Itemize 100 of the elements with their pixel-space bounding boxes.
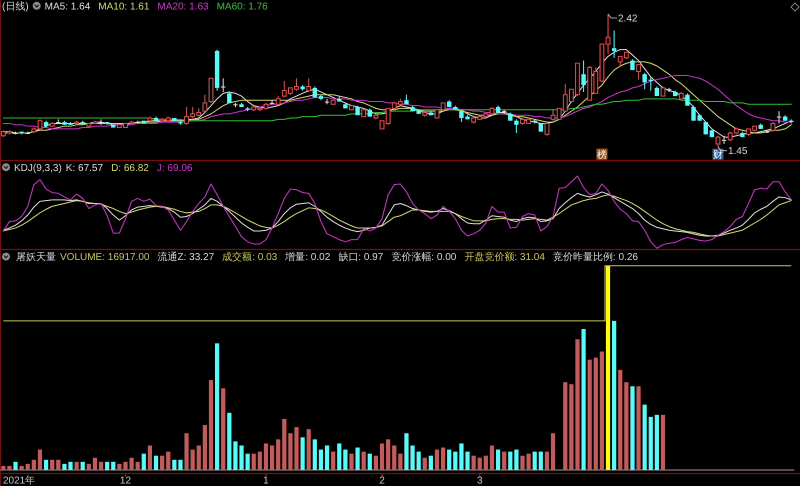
bar <box>166 452 170 470</box>
text: 缺口: 0.97 <box>338 251 384 264</box>
x-tick-label: 12 <box>120 476 132 486</box>
bar <box>386 439 390 470</box>
annotation: 2.42 <box>618 14 638 24</box>
bar <box>612 320 616 470</box>
bar <box>428 456 433 470</box>
bar <box>129 458 134 470</box>
bar <box>422 458 427 470</box>
bar <box>374 456 378 470</box>
text: 成交额: 0.03 <box>222 251 278 264</box>
bar <box>404 433 409 470</box>
bar <box>148 445 152 470</box>
bar <box>300 437 305 470</box>
x-axis-title: 2021年 <box>3 474 36 486</box>
bar <box>13 462 18 470</box>
bar <box>368 454 372 470</box>
candlestick <box>685 92 690 106</box>
bar <box>154 456 158 470</box>
bar <box>465 452 470 470</box>
bar <box>636 386 641 470</box>
bar <box>508 452 512 470</box>
bar <box>80 462 85 470</box>
bar <box>526 454 531 470</box>
text: 流通Z: 33.27 <box>158 251 215 264</box>
x-tick-label: 2 <box>379 476 386 486</box>
bar <box>221 388 226 470</box>
bar <box>581 329 586 470</box>
candlestick <box>636 64 641 80</box>
bar <box>472 456 476 470</box>
bar <box>337 443 342 470</box>
bar <box>660 414 666 470</box>
bar <box>105 462 110 470</box>
candlestick <box>459 109 464 123</box>
bar <box>233 441 238 470</box>
text: MA20: 1.63 <box>157 2 210 12</box>
bar <box>86 464 91 470</box>
text: MA5: 1.64 <box>44 2 91 12</box>
text: D: 66.82 <box>111 162 150 174</box>
bar <box>575 339 580 470</box>
candlestick <box>581 60 586 92</box>
bar <box>123 462 128 470</box>
bar <box>434 450 440 470</box>
bar <box>294 427 299 470</box>
bar <box>440 448 446 470</box>
bar <box>349 454 354 470</box>
chart-title: KDJ(9,3,3) <box>14 162 62 174</box>
bar <box>600 352 604 470</box>
text: J: 69.06 <box>156 162 193 174</box>
bar <box>7 466 12 470</box>
bar <box>288 433 292 470</box>
bar <box>654 414 659 470</box>
bar <box>324 445 330 470</box>
bar <box>98 462 104 470</box>
candlestick <box>26 131 30 134</box>
bar <box>264 443 268 470</box>
bar <box>490 445 494 470</box>
bar <box>502 452 506 470</box>
bar <box>312 439 317 470</box>
bar <box>520 456 525 470</box>
candlestick <box>770 122 776 132</box>
text: 增量: 0.02 <box>284 251 331 264</box>
bar <box>68 462 73 470</box>
bar <box>544 452 550 470</box>
bar <box>550 433 556 470</box>
text: 竞价昨量比例: 0.26 <box>552 251 638 264</box>
bar <box>74 462 79 470</box>
bar <box>606 266 610 470</box>
bar <box>214 343 220 470</box>
bar <box>111 462 116 470</box>
bar <box>246 454 250 470</box>
bar <box>184 433 189 470</box>
bar <box>496 450 500 470</box>
bar <box>459 443 464 470</box>
bar <box>92 458 98 470</box>
bar <box>563 382 568 470</box>
candlestick <box>716 135 720 148</box>
chart-title: 屠妖天量 <box>16 252 56 264</box>
candlestick <box>660 86 666 97</box>
candlestick <box>544 122 550 136</box>
candlestick <box>404 94 409 105</box>
x-tick-label: 3 <box>476 476 483 486</box>
bar <box>306 429 311 470</box>
text: 开盘竞价额: 31.04 <box>464 251 546 264</box>
text: K: 67.57 <box>66 162 104 174</box>
bar <box>514 450 518 470</box>
bar <box>202 425 207 470</box>
bar <box>331 452 336 470</box>
x-tick-label: 财 <box>712 148 723 161</box>
chart-title: (日线) <box>2 0 29 12</box>
candlestick <box>202 94 208 113</box>
candlestick <box>514 118 519 134</box>
x-tick-label: 1 <box>263 476 270 486</box>
bar <box>160 456 164 470</box>
text: 竞价涨幅: 0.00 <box>391 251 457 264</box>
bar <box>270 445 274 470</box>
text: MA10: 1.61 <box>98 2 150 12</box>
x-tick-label: 榜 <box>596 148 607 161</box>
bar <box>227 412 232 470</box>
bar <box>117 464 122 470</box>
